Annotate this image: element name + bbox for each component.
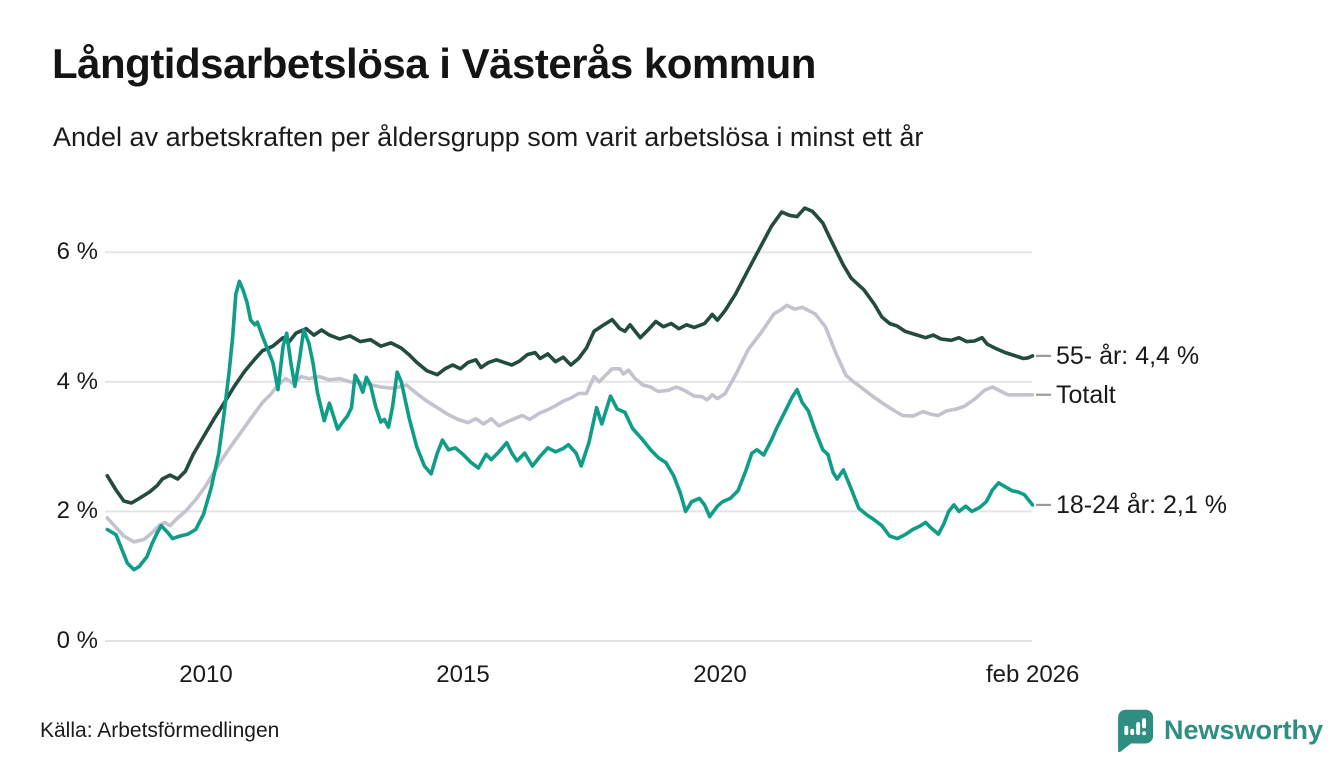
x-axis-tick-label: feb 2026	[985, 661, 1080, 688]
chart-title: Långtidsarbetslösa i Västerås kommun	[52, 40, 816, 87]
x-axis-tick-label: 2020	[693, 661, 747, 688]
y-axis-tick-label: 6 %	[56, 238, 98, 266]
chart-subtitle: Andel av arbetskraften per åldersgrupp s…	[53, 122, 924, 152]
series-end-label: 55- år: 4,4 %	[1056, 341, 1200, 370]
y-axis-tick-label: 2 %	[56, 497, 98, 525]
series-end-label: 18-24 år: 2,1 %	[1056, 490, 1227, 519]
series-line-totalt	[105, 303, 1035, 544]
series-line-18-24-r	[105, 279, 1035, 572]
series-end-label: Totalt	[1056, 380, 1116, 409]
newsworthy-bubble-chart-icon	[1114, 708, 1155, 753]
y-axis-tick-label: 0 %	[56, 627, 98, 654]
newsworthy-logo[interactable]: Newsworthy	[1114, 708, 1324, 753]
source-note: Källa: Arbetsförmedlingen	[40, 719, 280, 742]
y-axis-tick-label: 4 %	[56, 367, 98, 395]
x-axis-tick-label: 2010	[179, 661, 233, 688]
x-axis-tick-label: 2015	[436, 661, 490, 688]
newsworthy-wordmark: Newsworthy	[1164, 714, 1324, 745]
